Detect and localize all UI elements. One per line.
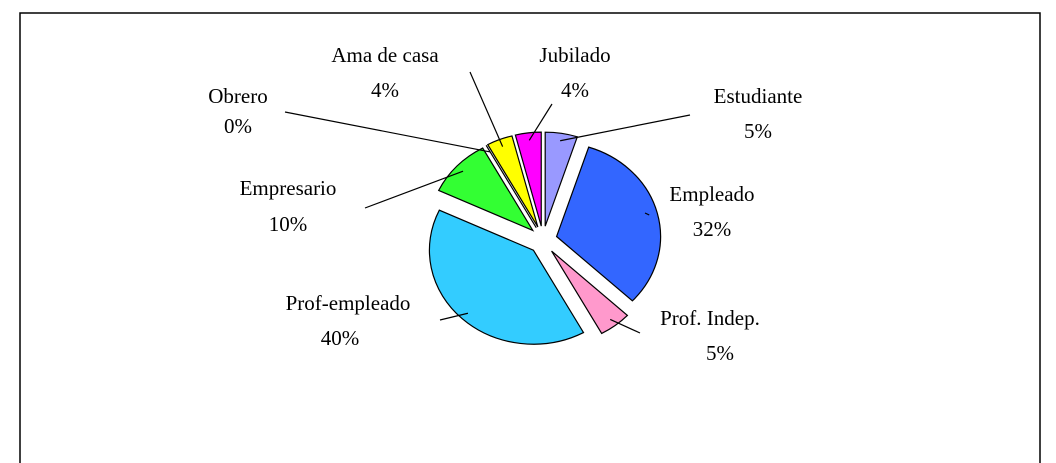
- pie-slice: [437, 147, 535, 232]
- slice-value-label: 32%: [693, 217, 732, 241]
- slice-label: Estudiante: [714, 84, 803, 108]
- slice-value-label: 10%: [269, 212, 308, 236]
- leader-line: [528, 103, 553, 141]
- pie-slice: [514, 131, 542, 227]
- slice-label: Empresario: [240, 176, 337, 200]
- pie-slice: [485, 145, 537, 229]
- chart-frame: [19, 12, 1041, 463]
- pie-slice: [551, 250, 629, 335]
- slice-value-label: 5%: [744, 119, 772, 143]
- leader-line: [284, 111, 491, 153]
- pie-slice: [555, 146, 662, 302]
- leader-line: [644, 212, 650, 216]
- leader-line: [609, 318, 641, 334]
- slice-label: Prof-empleado: [286, 291, 411, 315]
- leader-line: [469, 71, 504, 147]
- slice-label: Obrero: [208, 84, 267, 108]
- slice-value-label: 5%: [706, 341, 734, 365]
- slice-value-label: 0%: [224, 114, 252, 138]
- slice-value-label: 4%: [371, 78, 399, 102]
- slice-label: Jubilado: [539, 43, 610, 67]
- leader-line: [439, 312, 469, 321]
- slice-value-label: 4%: [561, 78, 589, 102]
- slice-label: Empleado: [669, 182, 754, 206]
- leader-line: [364, 170, 464, 209]
- slice-value-label: 40%: [321, 326, 360, 350]
- slice-label: Prof. Indep.: [660, 306, 760, 330]
- pie-slice: [428, 209, 585, 345]
- leader-line: [560, 114, 691, 142]
- slice-label: Ama de casa: [331, 43, 439, 67]
